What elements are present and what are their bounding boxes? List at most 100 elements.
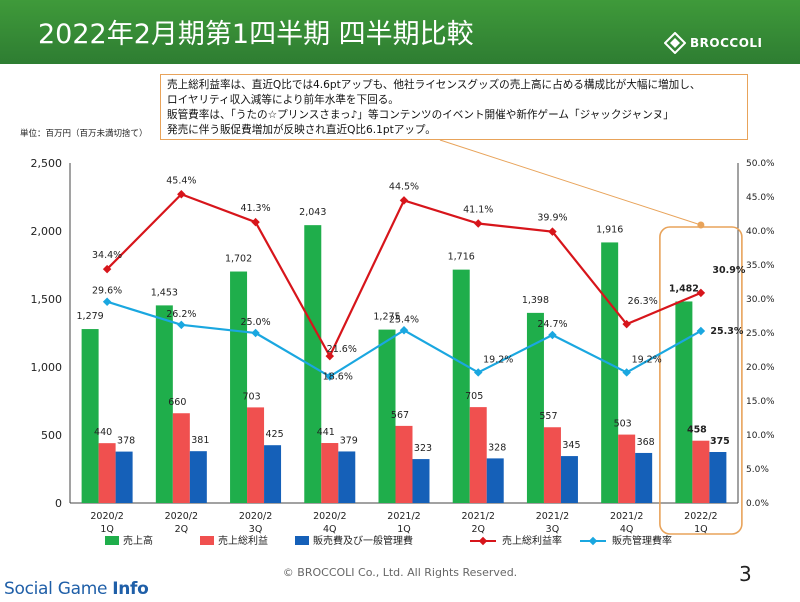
line-value-label: 45.4% xyxy=(166,175,196,186)
bar-sales xyxy=(526,312,544,503)
gross-margin-marker xyxy=(102,264,112,274)
gross-margin-marker xyxy=(251,217,260,227)
right-axis-tick-label: 10.0% xyxy=(746,431,775,441)
commentary-box: 売上総利益率は、直近Q比では4.6ptアップも、他社ライセンスグッズの売上高に占… xyxy=(160,74,748,140)
bar-gross-profit xyxy=(618,434,636,503)
bar-value-label: 1,716 xyxy=(448,252,475,263)
bar-gross-profit xyxy=(395,425,413,503)
x-axis-category-year-label: 2021/2 xyxy=(610,511,643,522)
sga-ratio-marker xyxy=(399,326,409,335)
callout-connector xyxy=(439,139,702,226)
bar-sales xyxy=(155,305,173,503)
legend-swatch xyxy=(105,536,119,545)
legend-label: 売上総利益率 xyxy=(502,534,562,547)
line-value-label: 25.4% xyxy=(389,314,419,325)
page-title: 2022年2月期第1四半期 四半期比較 xyxy=(38,19,474,50)
sga-ratio-marker xyxy=(473,368,483,377)
line-value-label: 18.6% xyxy=(323,372,353,383)
bar-value-label: 381 xyxy=(191,435,209,446)
bar-sales xyxy=(601,242,619,503)
line-value-label: 44.5% xyxy=(389,181,419,192)
bar-value-label: 425 xyxy=(265,429,283,440)
bar-sga xyxy=(635,452,653,503)
broccoli-logo-icon xyxy=(664,32,686,54)
header-bar: 2022年2月期第1四半期 四半期比較 BROCCOLI xyxy=(0,0,800,64)
bar-sales xyxy=(378,329,396,503)
x-axis-category-year-label: 2021/2 xyxy=(462,511,495,522)
bar-value-label: 1,916 xyxy=(596,224,623,235)
bar-gross-profit xyxy=(247,407,265,503)
bar-sga xyxy=(412,459,430,503)
x-axis-category-quarter-label: 3Q xyxy=(546,524,560,535)
right-axis-tick-label: 35.0% xyxy=(746,261,775,271)
line-value-label: 19.2% xyxy=(483,354,513,365)
bar-value-label: 378 xyxy=(117,436,135,447)
sga-ratio-marker xyxy=(102,297,112,306)
bar-value-label: 660 xyxy=(168,397,186,408)
x-axis-category-quarter-label: 1Q xyxy=(694,524,708,535)
legend-label: 販売費及び一般管理費 xyxy=(313,534,413,547)
bar-gross-profit xyxy=(172,413,190,503)
commentary-line: ロイヤリティ収入減等により前年水準を下回る。 xyxy=(167,94,399,106)
line-value-label: 29.6% xyxy=(92,286,122,297)
bar-value-label: 1,482 xyxy=(669,283,699,294)
bar-sga xyxy=(264,445,282,503)
gross-margin-marker xyxy=(325,351,335,361)
x-axis-category-quarter-label: 4Q xyxy=(323,524,337,535)
bar-sales xyxy=(304,225,322,504)
line-value-label: 26.2% xyxy=(166,309,196,320)
legend-label: 売上総利益 xyxy=(218,534,268,547)
bar-sga xyxy=(338,451,356,503)
gross-margin-marker xyxy=(177,190,186,199)
bar-sales xyxy=(675,301,693,503)
legend-label: 売上高 xyxy=(123,534,153,547)
x-axis-category-quarter-label: 2Q xyxy=(175,524,189,535)
sga-ratio-marker xyxy=(177,320,186,330)
logo-text: BROCCOLI xyxy=(690,36,763,50)
brand-text-bold: Info xyxy=(112,579,149,599)
line-value-label: 41.1% xyxy=(463,205,493,216)
bar-gross-profit xyxy=(543,427,561,503)
x-axis-category-year-label: 2020/2 xyxy=(90,511,123,522)
left-axis-tick-label: 1,500 xyxy=(31,293,63,306)
copyright-text: © BROCCOLI Co., Ltd. All Rights Reserved… xyxy=(282,566,518,579)
line-value-label: 24.7% xyxy=(537,319,567,330)
bar-value-label: 375 xyxy=(710,436,730,447)
left-axis-tick-label: 0 xyxy=(55,497,62,510)
legend-line-marker xyxy=(588,536,598,546)
bar-value-label: 458 xyxy=(687,425,707,436)
line-value-label: 39.9% xyxy=(537,213,567,224)
right-axis-tick-label: 25.0% xyxy=(746,329,775,339)
sga-ratio-marker xyxy=(251,328,260,338)
sga-ratio-marker xyxy=(548,330,557,340)
quarterly-comparison-chart: 0 500 1,000 1,500 2,000 2,500 0.0% 5.0% 10.0% 15.… xyxy=(31,139,775,547)
x-axis-category-quarter-label: 1Q xyxy=(100,524,114,535)
bar-sales xyxy=(230,271,248,503)
bar-value-label: 567 xyxy=(391,410,409,421)
gross-margin-marker xyxy=(622,319,631,329)
line-value-label: 25.0% xyxy=(240,317,270,328)
x-axis-category-year-label: 2022/2 xyxy=(684,511,717,522)
bar-gross-profit xyxy=(98,443,116,503)
bar-sales xyxy=(452,269,470,503)
page-number: 3 xyxy=(739,562,752,586)
bar-sga xyxy=(115,451,133,503)
bar-sga xyxy=(189,451,207,503)
bar-sga xyxy=(486,458,504,503)
bar-value-label: 1,702 xyxy=(225,254,252,265)
x-axis-category-year-label: 2020/2 xyxy=(165,511,198,522)
bar-value-label: 368 xyxy=(637,437,655,448)
line-value-label: 26.3% xyxy=(628,296,658,307)
bar-value-label: 1,453 xyxy=(151,287,178,298)
x-axis-category-quarter-label: 2Q xyxy=(471,524,485,535)
line-value-label: 21.6% xyxy=(327,344,357,355)
bar-sga xyxy=(560,456,578,503)
bar-value-label: 323 xyxy=(414,443,432,454)
gross-margin-marker xyxy=(696,288,706,298)
commentary-line: 売上総利益率は、直近Q比では4.6ptアップも、他社ライセンスグッズの売上高に占… xyxy=(167,79,701,91)
commentary-line: 販管費率は、「うたの☆プリンスさまっ♪」等コンテンツのイベント開催や新作ゲーム「… xyxy=(167,109,674,121)
left-axis-tick-label: 2,500 xyxy=(31,157,63,170)
bar-gross-profit xyxy=(321,443,339,503)
bar-gross-profit xyxy=(469,407,487,503)
sga-ratio-marker xyxy=(622,368,631,377)
